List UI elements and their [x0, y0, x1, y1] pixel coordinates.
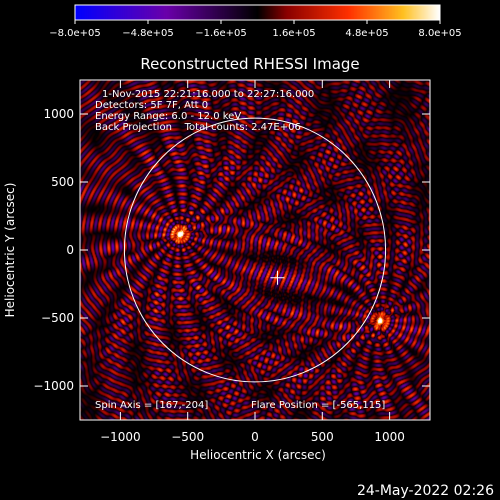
annotation-time-range: 1-Nov-2015 22:21:16.000 to 22:27:16.000	[102, 89, 314, 100]
colorbar-tick-label: 4.8e+05	[345, 28, 388, 39]
x-tick-label: 500	[311, 430, 334, 444]
colorbar-tick-label: −1.6e+05	[195, 28, 247, 39]
y-tick-label: 1000	[43, 107, 74, 121]
annotation-detectors: Detectors: 5F 7F, Att 0	[95, 100, 208, 111]
y-tick-label: −500	[41, 311, 74, 325]
colorbar-image	[75, 5, 440, 20]
overlays	[123, 117, 387, 383]
flare-position-label: Flare Position = [-565,115]	[251, 400, 385, 411]
x-axis-label: Heliocentric X (arcsec)	[190, 448, 326, 462]
x-tick-label: 1000	[374, 430, 405, 444]
spin-axis-label: Spin Axis = [167,-204]	[95, 400, 208, 411]
x-tick-label: −1000	[100, 430, 141, 444]
colorbar-tick-label: −8.0e+05	[49, 28, 101, 39]
colorbar-tick-label: −4.8e+05	[122, 28, 174, 39]
annotation-counts: Back Projection Total counts: 2.47E+06	[95, 122, 301, 133]
annotations: 1-Nov-2015 22:21:16.000 to 22:27:16.000 …	[95, 89, 385, 411]
x-tick-label: −500	[171, 430, 204, 444]
heatmap-image	[80, 80, 430, 420]
colorbar-gradient	[74, 4, 441, 21]
x-tick-label: 0	[251, 430, 259, 444]
y-tick-label: 0	[66, 243, 74, 257]
plot-area: −1000 −500 0 500 1000 −1000 −500 0 500 1000	[33, 79, 431, 444]
colorbar-tick-label: 1.6e+05	[272, 28, 315, 39]
y-tick-label: 500	[51, 175, 74, 189]
timestamp: 24-May-2022 02:26	[357, 483, 494, 499]
colorbar-tick-label: 8.0e+05	[418, 28, 461, 39]
chart-title: Reconstructed RHESSI Image	[140, 55, 359, 73]
colorbar: −8.0e+05 −4.8e+05 −1.6e+05 1.6e+05 4.8e+05 8.…	[49, 4, 462, 39]
annotation-energy-range: Energy Range: 6.0 - 12.0 keV	[95, 111, 241, 122]
colorbar-ticks: −8.0e+05 −4.8e+05 −1.6e+05 1.6e+05 4.8e+05 8.…	[49, 20, 462, 39]
solar-disk-circle	[123, 117, 387, 383]
y-tick-label: −1000	[33, 379, 74, 393]
axis-ticks: −1000 −500 0 500 1000 −1000 −500 0 500 1000	[33, 80, 430, 444]
y-axis-label: Heliocentric Y (arcsec)	[3, 183, 17, 318]
